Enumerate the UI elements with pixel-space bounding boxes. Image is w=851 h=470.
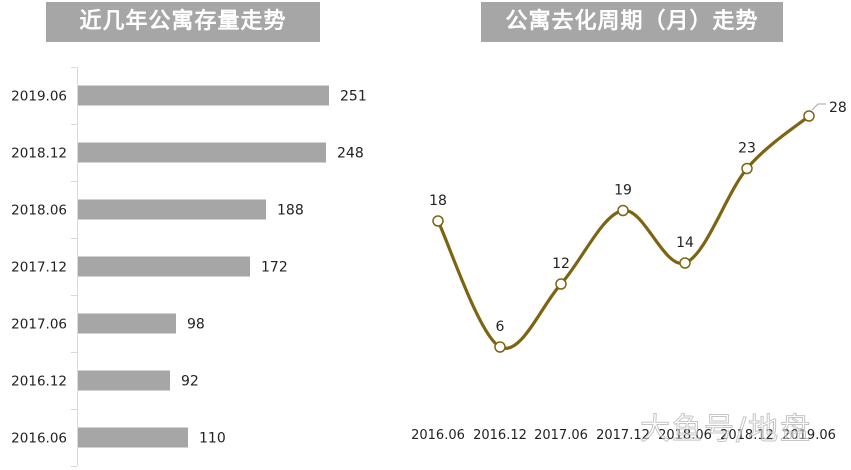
line-marker [741, 162, 753, 175]
line-x-axis-label: 2016.12 [473, 428, 527, 443]
line-marker [494, 341, 506, 353]
bar-value-label: 172 [261, 260, 288, 276]
line-value-label: 12 [552, 256, 570, 272]
line-value-label: 14 [676, 235, 694, 251]
line-markers: 18 6 12 19 14 23 28 [429, 100, 847, 353]
line-value-label: 23 [738, 141, 756, 157]
bar [78, 370, 170, 391]
line-x-axis-label: 2016.06 [411, 428, 465, 443]
leader-line [811, 103, 826, 111]
line-value-label: 18 [429, 193, 447, 209]
line-marker [803, 110, 815, 122]
bar [78, 313, 176, 334]
bar-category-label: 2017.12 [11, 260, 67, 276]
bar-category-label: 2018.06 [11, 203, 67, 219]
bar-value-label: 248 [337, 146, 364, 162]
line-value-label: 28 [829, 100, 847, 116]
bar [78, 199, 266, 220]
bar-series: 2019.06 251 2018.12 248 2018.06 188 2017.12 172… [11, 85, 367, 448]
line-value-label: 19 [614, 183, 632, 199]
bar-value-label: 251 [340, 89, 367, 105]
bar [78, 142, 326, 163]
bar-category-label: 2019.06 [11, 89, 67, 105]
line-x-axis-label: 2018.12 [720, 428, 774, 443]
line-x-axis-label: 2019.06 [782, 428, 836, 443]
bar-value-label: 92 [181, 374, 199, 390]
bar [78, 427, 188, 448]
bar-value-label: 98 [187, 317, 205, 333]
bar-category-label: 2018.12 [11, 146, 67, 162]
line-x-axis-label: 2017.06 [534, 428, 588, 443]
line-marker [617, 204, 629, 217]
line-marker [555, 278, 567, 290]
bar-value-label: 188 [277, 203, 304, 219]
bar-category-label: 2017.06 [11, 317, 67, 333]
line-x-axis-label: 2018.06 [658, 428, 712, 443]
bar [78, 256, 250, 277]
line-x-axis-label: 2017.12 [596, 428, 650, 443]
bar-chart-title: 近几年公寓存量走势 [46, 2, 320, 42]
bar [78, 85, 329, 106]
line-chart-title: 公寓去化周期（月）走势 [481, 2, 783, 42]
bar-chart-ticks [71, 67, 77, 467]
bar-category-label: 2016.12 [11, 374, 67, 390]
bar-value-label: 110 [199, 431, 226, 447]
bar-category-label: 2016.06 [11, 431, 67, 447]
line-x-axis-labels: 2016.06 2016.12 2017.06 2017.12 2018.06 2018.… [411, 428, 836, 443]
line-value-label: 6 [496, 319, 505, 335]
bar-chart: 2019.06 251 2018.12 248 2018.06 188 2017.12 172… [11, 67, 367, 467]
line-marker [432, 215, 444, 227]
line-marker [679, 257, 691, 269]
